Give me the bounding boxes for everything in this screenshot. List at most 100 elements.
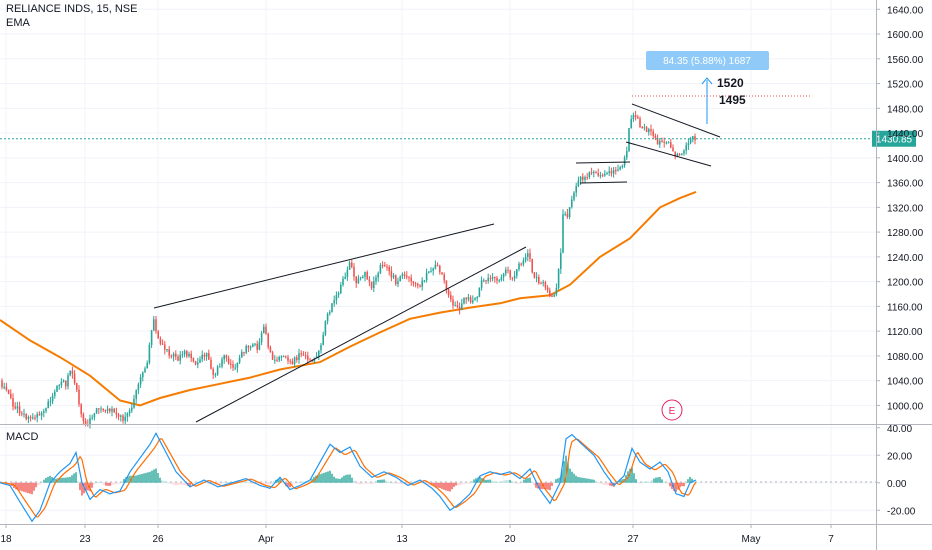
time-axis-label: 7 xyxy=(828,534,834,545)
candle-body xyxy=(238,357,241,363)
candle xyxy=(157,329,159,339)
macd-histogram-bar xyxy=(575,475,577,483)
candle-body xyxy=(315,356,318,358)
candle-body xyxy=(78,389,80,405)
macd-legend[interactable]: MACD xyxy=(6,431,39,443)
macd-histogram-bar xyxy=(501,481,503,483)
macd-histogram-bar xyxy=(473,479,475,483)
macd-histogram-bar xyxy=(653,478,655,483)
candle xyxy=(254,342,256,347)
candle-body xyxy=(197,362,199,365)
macd-histogram-bar xyxy=(353,480,355,483)
macd-histogram-bar xyxy=(391,482,393,484)
candle xyxy=(168,345,170,359)
trendline-lower-wedge[interactable] xyxy=(195,246,527,423)
candle xyxy=(582,173,584,184)
candle xyxy=(205,352,208,361)
trendline-upper-wedge[interactable] xyxy=(153,223,495,309)
macd-histogram-bar xyxy=(161,480,163,483)
candle xyxy=(491,273,494,282)
macd-histogram-bar xyxy=(639,482,641,484)
candle xyxy=(91,414,93,421)
macd-histogram-bar xyxy=(479,476,481,483)
time-axis-label: 13 xyxy=(396,534,408,545)
candle xyxy=(588,171,591,180)
macd-histogram-bar xyxy=(649,481,651,483)
measure-arrow-head-icon xyxy=(701,77,713,85)
candle xyxy=(58,384,60,390)
price-axis[interactable]: 1000.00 1040.00 1080.00 1120.00 1160.00 1200.… xyxy=(876,5,924,412)
macd-histogram-bar xyxy=(541,482,543,490)
macd-histogram-bar xyxy=(71,475,73,483)
candle-body xyxy=(104,410,107,412)
macd-histogram-bar xyxy=(247,482,249,483)
macd-histogram-bar xyxy=(185,482,187,486)
candle-body xyxy=(654,135,657,138)
candle-body xyxy=(133,398,135,408)
price-axis-label: 1200.00 xyxy=(887,278,924,289)
candle xyxy=(43,408,45,418)
trendline-consolidation-top[interactable] xyxy=(575,161,631,164)
candle xyxy=(346,266,349,281)
event-marker[interactable]: E xyxy=(661,399,683,421)
macd-histogram-bar xyxy=(253,482,255,484)
time-axis-label: 23 xyxy=(79,534,91,545)
candle xyxy=(331,302,333,313)
candle-body xyxy=(56,385,58,392)
candle-body xyxy=(661,140,663,142)
trendline-flag-bottom[interactable] xyxy=(625,141,712,167)
target-label-lower: 1495 xyxy=(719,93,746,107)
candle-body xyxy=(359,277,362,279)
candle-body xyxy=(469,297,472,303)
candle xyxy=(93,412,96,421)
candle-body xyxy=(296,357,298,361)
macd-histogram-bar xyxy=(495,481,497,483)
drawing-tools[interactable] xyxy=(153,103,721,423)
price-axis-label: 1480.00 xyxy=(887,104,924,115)
candle-body xyxy=(641,127,643,129)
candle xyxy=(421,277,423,291)
macd-histogram-bar xyxy=(611,482,613,487)
candle xyxy=(36,411,38,423)
candle xyxy=(219,363,221,368)
candle xyxy=(386,263,388,271)
candle xyxy=(555,283,558,297)
macd-histogram-bar xyxy=(221,482,223,484)
candle xyxy=(106,405,109,414)
trendline-consolidation-bottom[interactable] xyxy=(579,181,628,184)
candle-body xyxy=(54,391,56,396)
candle-body xyxy=(582,176,584,180)
candle xyxy=(661,137,663,143)
chart-title[interactable]: RELIANCE INDS, 15, NSE xyxy=(6,3,138,15)
candle xyxy=(164,340,166,355)
candle-body xyxy=(34,417,36,419)
macd-histogram-bar xyxy=(139,474,141,483)
candle xyxy=(34,414,36,421)
candle xyxy=(131,403,133,413)
macd-histogram-bar xyxy=(417,481,419,483)
macd-histogram-bar xyxy=(351,477,353,483)
candle xyxy=(188,351,190,358)
candle xyxy=(538,274,540,285)
candle-body xyxy=(531,258,533,273)
macd-histogram-bar xyxy=(85,482,87,492)
candle-body xyxy=(320,345,322,351)
candle xyxy=(586,172,588,181)
candle-body xyxy=(181,354,184,356)
macd-histogram-bar xyxy=(635,479,637,483)
candle-body xyxy=(76,383,78,390)
macd-histogram-bar xyxy=(519,482,521,484)
measure-tool[interactable]: 84.35 (5.88%) 1687 xyxy=(646,51,769,124)
macd-histogram-bar xyxy=(363,482,365,484)
candle xyxy=(73,370,76,385)
candle xyxy=(498,278,500,283)
candle-body xyxy=(62,380,65,382)
macd-histogram-bar xyxy=(65,477,67,483)
ema-legend[interactable]: EMA xyxy=(6,17,30,29)
trendline-flag-top[interactable] xyxy=(631,103,721,138)
candle-body xyxy=(610,171,613,174)
macd-histogram-bar xyxy=(311,478,313,483)
time-axis[interactable]: 18 23 26 Apr 13 20 27 May 7 xyxy=(0,524,834,545)
candle-body xyxy=(502,273,505,278)
